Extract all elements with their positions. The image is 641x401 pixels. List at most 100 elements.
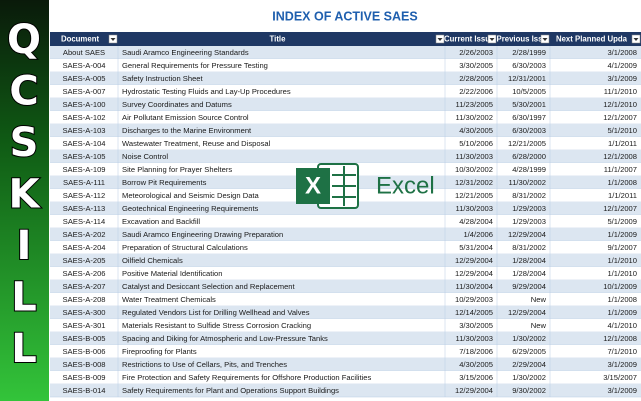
table-row	[50, 111, 641, 124]
table-cell: SAES-A-105	[62, 152, 105, 161]
filter-arrow	[489, 38, 495, 41]
banner-letter: C	[9, 69, 38, 115]
filter-arrow	[633, 38, 639, 41]
table-cell: 1/1/2010	[607, 269, 637, 278]
table-cell: SAES-A-205	[62, 256, 105, 265]
table-cell: 11/30/2003	[456, 334, 493, 343]
table-cell: 6/28/2000	[512, 152, 546, 161]
table-cell: 7/18/2006	[459, 347, 493, 356]
table-cell: 10/5/2005	[512, 87, 546, 96]
table-cell: SAES-A-004	[62, 61, 105, 70]
table-cell: 3/30/2005	[459, 321, 493, 330]
table-cell: 12/29/2004	[455, 256, 493, 265]
table-cell: Discharges to the Marine Environment	[122, 126, 252, 135]
table-cell: 3/15/2006	[459, 373, 493, 382]
table-cell: SAES-A-100	[62, 100, 105, 109]
table-cell: SAES-A-111	[63, 178, 105, 187]
table-cell: 12/21/2005	[508, 139, 546, 148]
table-cell: General Requirements for Pressure Testin…	[122, 61, 268, 70]
table-cell: SAES-B-006	[62, 347, 105, 356]
logo-badge	[296, 168, 330, 204]
table-cell: New	[531, 295, 547, 304]
table-cell: New	[531, 321, 547, 330]
table-cell: 10/30/2002	[455, 165, 493, 174]
header-label: Current Issu	[444, 35, 490, 44]
table-cell: 1/1/2008	[607, 178, 637, 187]
table-cell: SAES-A-102	[62, 113, 105, 122]
table-cell: Materials Resistant to Sulfide Stress Co…	[122, 321, 311, 330]
table-cell: 5/1/2010	[607, 126, 637, 135]
table-cell: SAES-A-301	[62, 321, 105, 330]
banner-letter: S	[10, 120, 39, 166]
table-cell: 12/14/2005	[455, 308, 493, 317]
table-cell: 1/30/2002	[512, 334, 546, 343]
table-cell: 1/30/2002	[512, 373, 546, 382]
table-cell: 12/21/2005	[455, 191, 493, 200]
table-cell: 1/28/2004	[512, 256, 546, 265]
table-row	[50, 384, 641, 397]
table-cell: Restrictions to Use of Cellars, Pits, an…	[122, 360, 287, 369]
table-cell: 2/29/2004	[512, 360, 546, 369]
header-label: Title	[270, 35, 287, 44]
table-cell: 12/1/2010	[603, 100, 637, 109]
table-cell: 6/30/2003	[512, 61, 546, 70]
table-cell: 10/1/2009	[603, 282, 637, 291]
table-cell: Geotechnical Engineering Requirements	[122, 204, 259, 213]
table-cell: 1/29/2003	[512, 204, 546, 213]
table-cell: 10/29/2003	[455, 295, 493, 304]
table-cell: 11/30/2004	[456, 282, 493, 291]
table-cell: Noise Control	[122, 152, 168, 161]
table-cell: Saudi Aramco Engineering Drawing Prepara…	[122, 230, 283, 239]
table-cell: Saudi Aramco Engineering Standards	[122, 48, 249, 57]
table-cell: 11/1/2010	[604, 87, 637, 96]
table-cell: Safety Instruction Sheet	[122, 74, 204, 83]
table-cell: SAES-A-005	[62, 74, 105, 83]
filter-arrow	[437, 38, 443, 41]
table-cell: 1/4/2006	[463, 230, 493, 239]
logo-letter: X	[305, 172, 321, 199]
table-row	[50, 371, 641, 384]
banner-letter: I	[17, 223, 32, 269]
table-row	[50, 306, 641, 319]
table-cell: Regulated Vendors List for Drilling Well…	[122, 308, 310, 317]
table-cell: SAES-A-202	[62, 230, 105, 239]
table-cell: Wastewater Treatment, Reuse and Disposal	[122, 139, 271, 148]
table-cell: 1/29/2003	[512, 217, 546, 226]
table-cell: Borrow Pit Requirements	[122, 178, 207, 187]
table-cell: 12/29/2004	[455, 386, 493, 395]
table-cell: SAES-B-014	[62, 386, 105, 395]
table-cell: Oilfield Chemicals	[122, 256, 183, 265]
table-cell: SAES-A-109	[62, 165, 105, 174]
table-cell: 12/29/2004	[455, 269, 493, 278]
table-cell: SAES-A-208	[62, 295, 105, 304]
table-cell: 5/1/2009	[607, 217, 637, 226]
table-cell: SAES-A-104	[62, 139, 105, 148]
banner-letter: L	[11, 275, 37, 321]
header-row	[50, 32, 641, 46]
table-cell: 12/29/2004	[508, 230, 546, 239]
table-cell: SAES-A-007	[62, 87, 105, 96]
header-label: Next Planned Upda	[556, 35, 628, 44]
table-cell: 3/30/2005	[459, 61, 493, 70]
excel-logo: X Excel	[296, 163, 435, 209]
table-cell: SAES-A-300	[62, 308, 105, 317]
table-cell: 6/30/2003	[512, 126, 546, 135]
table-cell: 11/30/2002	[509, 178, 546, 187]
filter-arrow	[542, 38, 548, 41]
table-cell: Spacing and Diking for Atmospheric and L…	[122, 334, 328, 343]
table-row	[50, 137, 641, 150]
table-row	[50, 228, 641, 241]
table-cell: 4/1/2009	[607, 61, 637, 70]
table-cell: Catalyst and Desiccant Selection and Rep…	[122, 282, 296, 291]
table-cell: 2/28/2005	[459, 74, 493, 83]
table-cell: 12/1/2007	[603, 204, 637, 213]
table-cell: Meteorological and Seismic Design Data	[122, 191, 260, 200]
banner-letter: K	[9, 172, 42, 218]
table-cell: 2/26/2003	[459, 48, 493, 57]
table-row	[50, 72, 641, 85]
table-cell: SAES-A-114	[63, 217, 106, 226]
table-cell: 2/22/2006	[459, 87, 493, 96]
table-cell: 12/1/2007	[603, 113, 637, 122]
table-row	[50, 215, 641, 228]
